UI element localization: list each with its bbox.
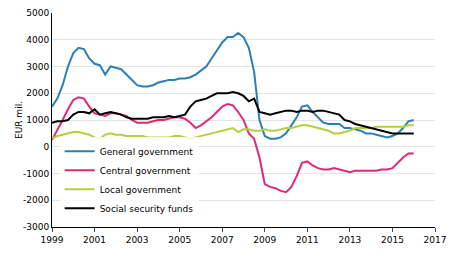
svg-text:0: 0 — [43, 142, 49, 152]
svg-text:2013: 2013 — [338, 235, 361, 245]
svg-text:2001: 2001 — [83, 235, 106, 245]
svg-text:5000: 5000 — [26, 8, 49, 18]
svg-text:2005: 2005 — [168, 235, 191, 245]
svg-text:2011: 2011 — [296, 235, 319, 245]
svg-text:2017: 2017 — [424, 235, 447, 245]
svg-text:2003: 2003 — [126, 235, 149, 245]
svg-text:1999: 1999 — [41, 235, 64, 245]
svg-text:Social security funds: Social security funds — [100, 204, 194, 214]
svg-text:3000: 3000 — [26, 62, 49, 72]
svg-text:EUR mil.: EUR mil. — [14, 101, 24, 139]
svg-text:2015: 2015 — [381, 235, 404, 245]
svg-text:2009: 2009 — [253, 235, 276, 245]
svg-text:2000: 2000 — [26, 88, 49, 98]
svg-text:-3000: -3000 — [23, 222, 49, 232]
svg-text:1000: 1000 — [26, 115, 49, 125]
svg-text:Central government: Central government — [100, 166, 191, 176]
svg-text:Local government: Local government — [100, 185, 182, 195]
svg-text:General government: General government — [100, 147, 194, 157]
svg-text:-1000: -1000 — [23, 169, 49, 179]
svg-text:4000: 4000 — [26, 35, 49, 45]
svg-text:-2000: -2000 — [23, 195, 49, 205]
svg-text:2007: 2007 — [211, 235, 234, 245]
